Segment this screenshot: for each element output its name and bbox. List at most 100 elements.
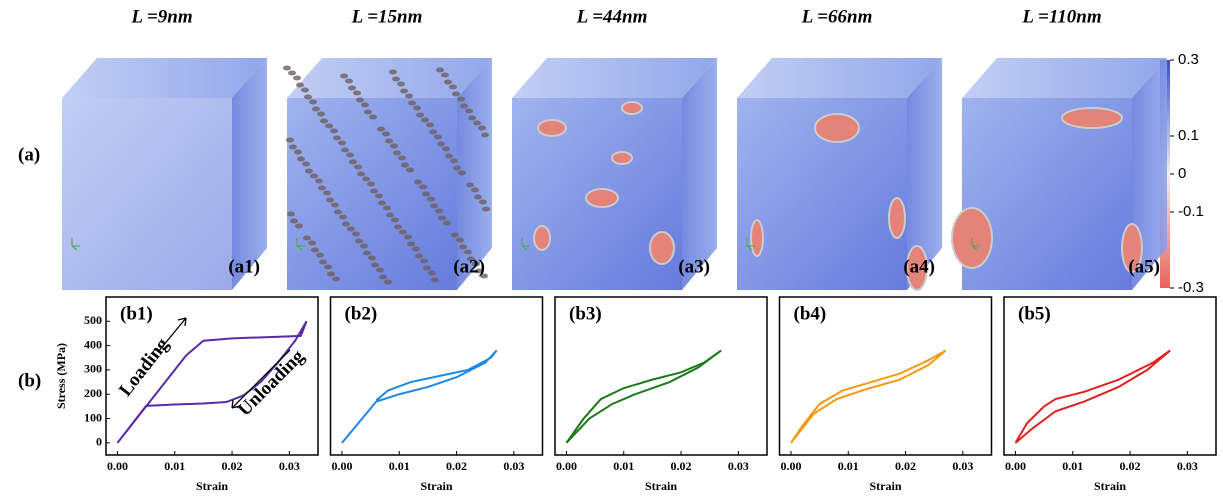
cube-inclusion [450, 158, 458, 164]
x-axis-label: Strain [1094, 479, 1126, 493]
cube-inclusion [906, 245, 928, 291]
cube-inclusion [452, 91, 460, 97]
cube-inclusion [408, 100, 416, 106]
y-tick-label: 100 [84, 410, 102, 424]
cube-side [1132, 58, 1167, 290]
cube-inclusion [318, 185, 326, 191]
cube-inclusion [422, 191, 430, 197]
cube-inclusion [286, 137, 294, 143]
cube-inclusion [382, 131, 390, 137]
cube-inclusion [457, 96, 465, 102]
cube-inclusion [296, 82, 304, 88]
cube-inclusion [468, 115, 476, 121]
cube-inclusion [480, 273, 488, 279]
cube-inclusion [357, 171, 365, 177]
y-tick-label: 500 [84, 313, 102, 327]
cube-inclusion [1061, 107, 1123, 129]
cube-inclusion [611, 151, 633, 165]
cube-inclusion [406, 167, 414, 173]
cube-top [287, 58, 492, 98]
cube-label: (a4) [903, 256, 935, 277]
plot-frame [329, 296, 544, 456]
cube-inclusion [404, 234, 412, 240]
plot-frame [554, 296, 768, 456]
cube-label: (a2) [453, 256, 485, 277]
cube-inclusion [309, 99, 317, 105]
cube-inclusion [445, 153, 453, 159]
cube-label: (a1) [228, 256, 260, 277]
cube-inclusion [456, 237, 464, 243]
cube-inclusion [442, 146, 450, 152]
cube-inclusion [342, 221, 350, 227]
arrow [157, 317, 187, 353]
cube-inclusion [327, 271, 335, 277]
cube-inclusion [414, 179, 422, 185]
cube-label: (a3) [678, 256, 710, 277]
panel-label: (b) [18, 370, 41, 391]
cube-side [457, 58, 492, 290]
cube-inclusion [293, 75, 301, 81]
cube-inclusion [368, 255, 376, 261]
cube-inclusion [287, 211, 295, 217]
cube-inclusion [378, 200, 386, 206]
x-tick-label: 0.03 [279, 459, 300, 473]
cube-inclusion [459, 244, 467, 250]
x-tick-label: 0.02 [446, 459, 467, 473]
cube-inclusion [423, 265, 431, 271]
cube-inclusion [429, 129, 437, 135]
cube-inclusion [308, 240, 316, 246]
cube-inclusion [348, 85, 356, 91]
cube-inclusion [471, 187, 479, 193]
cube-label: (a5) [1128, 256, 1160, 277]
cube-inclusion [383, 205, 391, 211]
cube-inclusion [465, 108, 473, 114]
cube-inclusion [427, 196, 435, 202]
cube-inclusion [405, 93, 413, 99]
cube-inclusion [401, 162, 409, 168]
cube-inclusion [302, 161, 310, 167]
cube-inclusion [474, 194, 482, 200]
cube-inclusion [330, 128, 338, 134]
cube-inclusion [472, 261, 480, 267]
cube-inclusion [479, 199, 487, 205]
cube-front [962, 98, 1132, 290]
cube-inclusion [392, 76, 400, 82]
cube-inclusion [352, 231, 360, 237]
cube-inclusion [466, 182, 474, 188]
cube-inclusion [367, 181, 375, 187]
cube-inclusion [464, 249, 472, 255]
cube-inclusion [444, 79, 452, 85]
cube-inclusion [317, 111, 325, 117]
cube-inclusion [340, 73, 348, 79]
x-tick-label: 0.02 [1120, 459, 1141, 473]
cube-inclusion [436, 67, 444, 73]
panel-title: (b5) [1018, 303, 1051, 324]
cube-inclusion [458, 170, 466, 176]
cube-inclusion [438, 215, 446, 221]
cube-inclusion [304, 94, 312, 100]
cube-inclusion [451, 232, 459, 238]
cube-inclusion [533, 225, 551, 251]
cube-inclusion [415, 253, 423, 259]
colorbar-tick-label: 0.1 [1178, 127, 1199, 144]
cube-inclusion [435, 208, 443, 214]
cube-inclusion [434, 134, 442, 140]
y-tick-label: 400 [84, 337, 102, 351]
x-tick-label: 0.02 [671, 459, 692, 473]
cube-title: L =110nm [1021, 6, 1101, 27]
cube-inclusion [449, 84, 457, 90]
cube-inclusion [354, 164, 362, 170]
colorbar-tick-label: 0 [1178, 165, 1186, 182]
cube-inclusion [379, 274, 387, 280]
cube-inclusion [311, 247, 319, 253]
cube-inclusion [353, 90, 361, 96]
loop-line [341, 349, 498, 444]
cube-inclusion [419, 184, 427, 190]
x-tick-label: 0.02 [895, 459, 916, 473]
cube-inclusion [481, 132, 489, 138]
cube-inclusion [460, 103, 468, 109]
cube-inclusion [621, 101, 643, 115]
cube-inclusion [478, 125, 486, 131]
cube-inclusion [537, 119, 567, 137]
cube-inclusion [475, 268, 483, 274]
